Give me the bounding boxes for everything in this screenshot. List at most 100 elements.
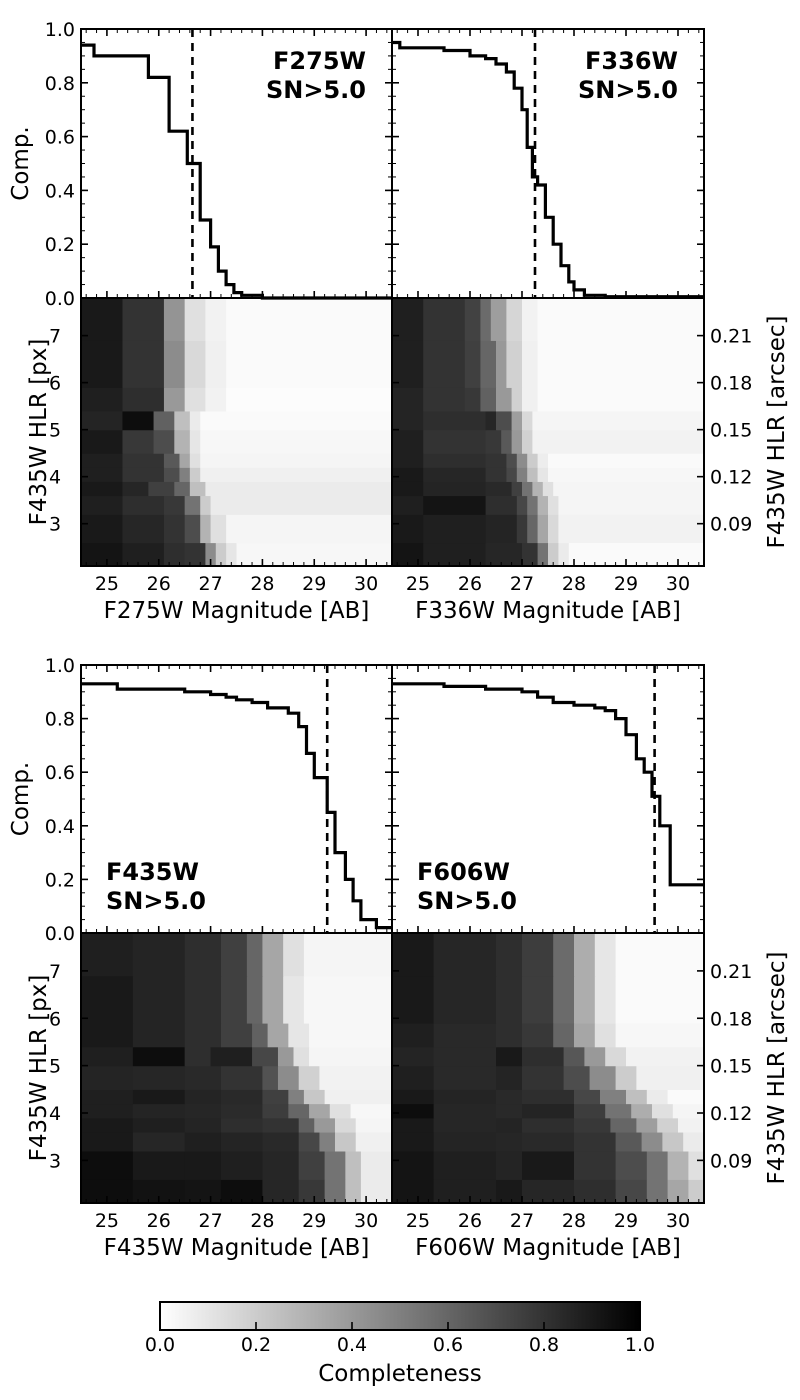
heatmap-cell	[485, 514, 518, 544]
heatmap-cell	[189, 481, 206, 497]
heatmap-cell	[532, 481, 544, 497]
heatmap-cell	[262, 1089, 289, 1105]
heatmap-cell	[646, 1150, 669, 1180]
heatmap-cell	[558, 542, 570, 567]
heatmap-cell	[433, 1089, 497, 1105]
colorbar-tick-label: 0.8	[529, 1334, 559, 1356]
heatmap-cell	[496, 1179, 523, 1204]
heatmap-cell	[324, 1150, 346, 1180]
heatmap-cell	[298, 1150, 326, 1180]
heatmap-cell	[174, 429, 191, 454]
heatmap-cell	[262, 1103, 289, 1119]
heatmap-cell	[122, 467, 165, 482]
heatmap-cell	[433, 1065, 497, 1090]
x-tick-label: 27	[510, 573, 534, 595]
heatmap-cell	[163, 467, 181, 482]
heatmap-cell	[605, 1103, 632, 1119]
x-tick-label: 29	[302, 573, 326, 595]
arcsec-tick-label: 0.12	[710, 467, 752, 489]
heatmap-cell	[506, 298, 523, 341]
heatmap-cell	[574, 1023, 596, 1048]
heatmap-cell	[433, 1150, 497, 1180]
heatmap-cell	[392, 481, 424, 497]
y-tick-label: 0.2	[45, 234, 75, 256]
heatmap-cell	[553, 975, 575, 1024]
y-tick-label: 0.4	[45, 816, 75, 838]
heatmap-cell	[293, 1046, 310, 1067]
heatmap-cell	[574, 1089, 601, 1105]
arcsec-tick-label: 0.18	[710, 1008, 752, 1030]
heatmap-cell	[392, 1089, 435, 1105]
heatmap-cell	[81, 453, 124, 468]
heatmap-cell	[81, 429, 124, 454]
heatmap-cell	[548, 542, 559, 567]
heatmap-cell	[184, 495, 201, 515]
f275w-completeness-bg	[81, 29, 392, 298]
f435w-heatmap	[81, 933, 393, 1204]
heatmap-cell	[220, 1117, 264, 1133]
f606w-xlabel: F606W Magnitude [AB]	[415, 1235, 681, 1261]
f435w-comp-ylabel: Comp.	[8, 762, 34, 836]
heatmap-cell	[132, 933, 186, 977]
x-tick-label: 29	[614, 573, 638, 595]
heatmap-cell	[542, 481, 554, 497]
heatmap-cell	[262, 1065, 279, 1090]
heatmap-cell	[220, 933, 248, 977]
heatmap-cell	[210, 495, 393, 515]
heatmap-cell	[558, 514, 705, 544]
heatmap-cell	[81, 1131, 134, 1152]
heatmap-cell	[267, 1023, 289, 1048]
heatmap-cell	[423, 340, 466, 388]
heatmap-cell	[220, 1065, 264, 1090]
heatmap-cell	[537, 495, 549, 515]
arcsec-tick-label: 0.15	[710, 1056, 752, 1078]
heatmap-cell	[522, 1103, 575, 1119]
hlr-tick-label: 6	[49, 1008, 61, 1030]
heatmap-cell	[205, 340, 227, 388]
heatmap-cell	[496, 1065, 523, 1090]
heatmap-cell	[537, 387, 705, 412]
heatmap-cell	[184, 340, 206, 388]
heatmap-cell	[179, 467, 191, 482]
heatmap-cell	[355, 1131, 393, 1152]
heatmap-cell	[392, 1046, 435, 1067]
heatmap-cell	[81, 1065, 134, 1090]
heatmap-cell	[200, 429, 393, 454]
hlr-tick-label: 3	[49, 514, 61, 536]
heatmap-cell	[81, 340, 124, 388]
heatmap-cell	[657, 1117, 679, 1133]
heatmap-cell	[615, 1065, 637, 1090]
f336w-xlabel: F336W Magnitude [AB]	[415, 598, 681, 624]
f336w-filter-label: F336W	[585, 47, 678, 75]
heatmap-cell	[522, 298, 539, 341]
heatmap-cell	[532, 410, 705, 431]
heatmap-cell	[563, 1046, 585, 1067]
heatmap-cell	[277, 1046, 295, 1067]
heatmap-cell	[433, 975, 497, 1024]
heatmap-cell	[423, 495, 487, 515]
heatmap-cell	[122, 542, 165, 567]
heatmap-cell	[210, 514, 227, 544]
heatmap-cell	[200, 410, 393, 431]
heatmap-cell	[496, 1089, 523, 1105]
heatmap-cell	[226, 340, 393, 388]
heatmap-cell	[615, 1150, 648, 1180]
heatmap-cell	[574, 975, 596, 1024]
colorbar-ticks: 0.0 0.2 0.4 0.6 0.8 1.0	[145, 1322, 655, 1356]
heatmap-cell	[200, 453, 393, 468]
heatmap-cell	[527, 514, 539, 544]
heatmap-cell	[122, 429, 155, 454]
f336w-heatmap	[392, 298, 705, 567]
heatmap-cell	[615, 933, 705, 977]
colorbar-tick-label: 0.0	[145, 1334, 175, 1356]
heatmap-cell	[298, 1117, 315, 1133]
heatmap-cell	[163, 542, 186, 567]
heatmap-cell	[553, 1023, 575, 1048]
heatmap-cell	[122, 340, 165, 388]
heatmap-cell	[496, 933, 523, 977]
heatmap-cell	[184, 1023, 222, 1048]
heatmap-cell	[277, 1065, 300, 1090]
heatmap-cell	[184, 1150, 222, 1180]
heatmap-cell	[522, 1150, 575, 1180]
